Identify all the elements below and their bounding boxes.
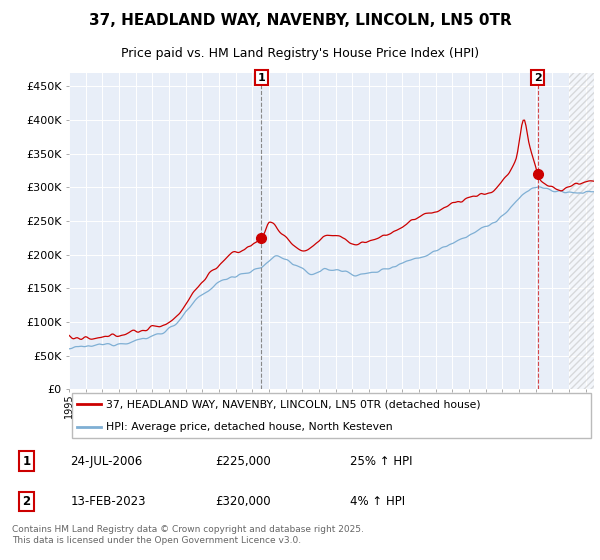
Text: 13-FEB-2023: 13-FEB-2023 (70, 495, 146, 508)
Text: 1: 1 (257, 72, 265, 82)
Polygon shape (569, 73, 594, 389)
Text: 4% ↑ HPI: 4% ↑ HPI (350, 495, 404, 508)
Text: 2: 2 (22, 495, 31, 508)
Text: 24-JUL-2006: 24-JUL-2006 (70, 455, 142, 468)
Text: HPI: Average price, detached house, North Kesteven: HPI: Average price, detached house, Nort… (106, 422, 392, 432)
Text: Contains HM Land Registry data © Crown copyright and database right 2025.
This d: Contains HM Land Registry data © Crown c… (12, 525, 364, 545)
Text: £225,000: £225,000 (216, 455, 271, 468)
Text: £320,000: £320,000 (216, 495, 271, 508)
Text: Price paid vs. HM Land Registry's House Price Index (HPI): Price paid vs. HM Land Registry's House … (121, 48, 479, 60)
Text: 37, HEADLAND WAY, NAVENBY, LINCOLN, LN5 0TR: 37, HEADLAND WAY, NAVENBY, LINCOLN, LN5 … (89, 13, 511, 28)
FancyBboxPatch shape (71, 394, 592, 438)
Text: 1: 1 (22, 455, 31, 468)
Text: 25% ↑ HPI: 25% ↑ HPI (350, 455, 412, 468)
Text: 37, HEADLAND WAY, NAVENBY, LINCOLN, LN5 0TR (detached house): 37, HEADLAND WAY, NAVENBY, LINCOLN, LN5 … (106, 399, 481, 409)
Text: 2: 2 (534, 72, 542, 82)
